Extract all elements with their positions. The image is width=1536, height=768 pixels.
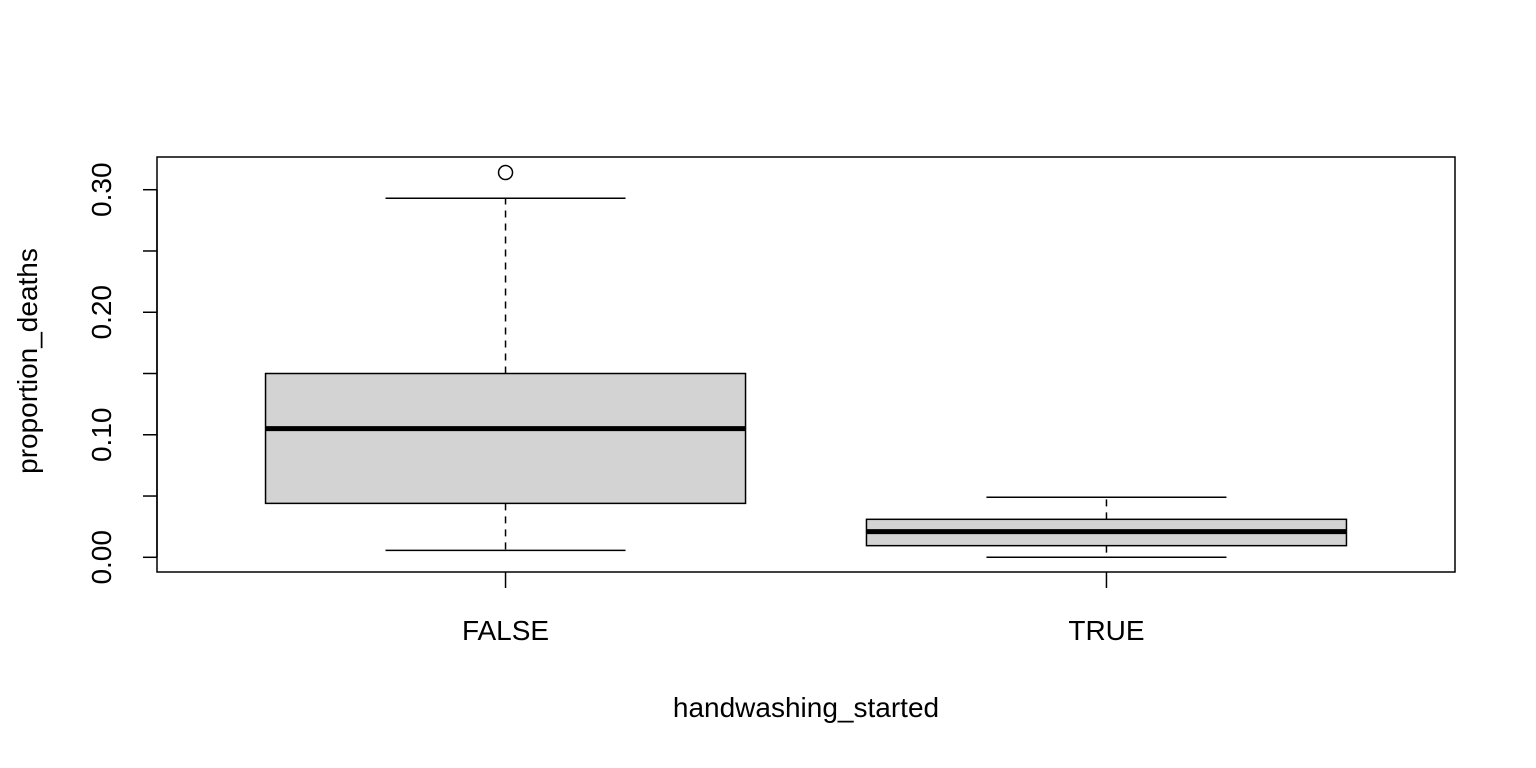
boxes bbox=[264, 164, 1348, 559]
outlier-point bbox=[497, 164, 514, 181]
x-tick-label: TRUE bbox=[1068, 615, 1144, 646]
x-axis-label: handwashing_started bbox=[673, 692, 939, 723]
x-tick-label: FALSE bbox=[462, 615, 549, 646]
plot-frame bbox=[156, 156, 1456, 573]
y-tick-label: 0.10 bbox=[86, 408, 117, 463]
y-axis: 0.00 0.10 0.20 0.30 bbox=[86, 162, 158, 585]
y-tick-label: 0.20 bbox=[86, 285, 117, 340]
iqr-box bbox=[264, 372, 747, 505]
box-group-false bbox=[264, 164, 747, 552]
y-tick-label: 0.30 bbox=[86, 162, 117, 217]
y-tick-label: 0.00 bbox=[86, 530, 117, 585]
x-axis: FALSE TRUE bbox=[462, 572, 1145, 646]
y-axis-label: proportion_deaths bbox=[12, 248, 43, 474]
box-group-true bbox=[865, 496, 1348, 559]
